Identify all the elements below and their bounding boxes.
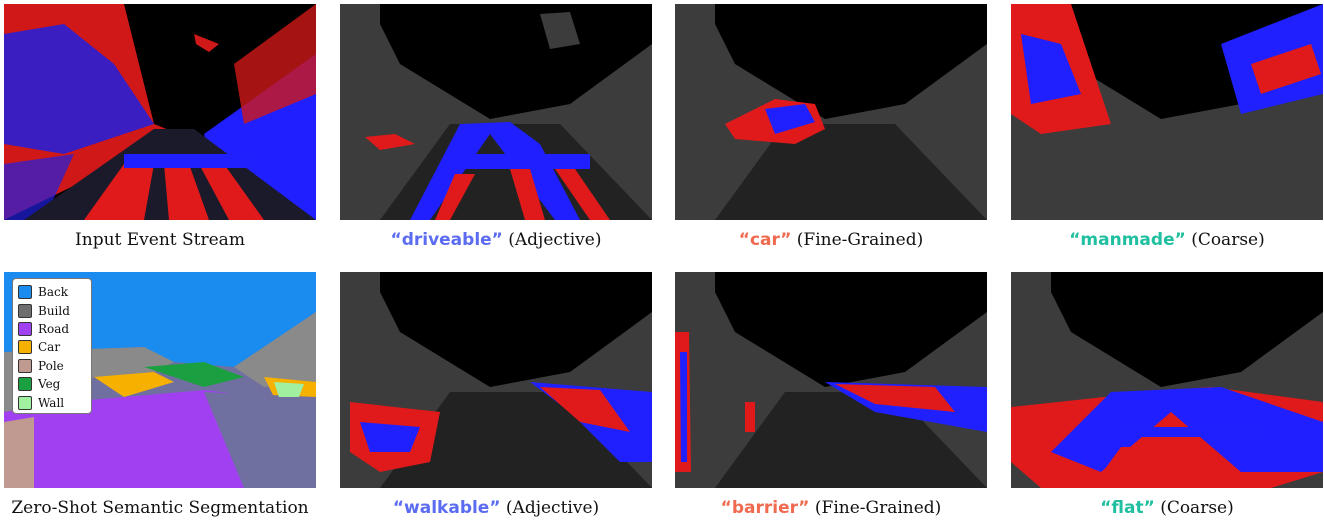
driveable-mask-visual [340,4,652,220]
query-flat-image [1011,272,1323,488]
legend-label-back: Back [38,285,68,300]
legend-label-build: Build [38,303,70,318]
legend-swatch-wall [18,395,32,410]
legend-label-car: Car [38,340,61,355]
caption-barrier: “barrier” (Fine-Grained) [671,498,991,518]
legend-item-pole: Pole [18,357,91,375]
event-stream-visual [4,4,316,220]
legend-item-veg: Veg [18,375,91,393]
legend-label-veg: Veg [38,377,61,392]
legend-item-build: Build [18,301,91,319]
legend-item-back: Back [18,283,91,301]
legend-swatch-build [18,303,32,318]
manmade-mask-visual [1011,4,1323,220]
query-type-barrier: (Fine-Grained) [814,498,942,518]
query-term-driveable: “driveable” [390,230,503,250]
legend-swatch-car [18,340,32,355]
legend-swatch-back [18,285,32,300]
zero-shot-segmentation-image: Back Build Road Car Pole Veg Wall [4,272,316,488]
query-car-image [675,4,987,220]
barrier-mask-visual [675,272,987,488]
query-term-car: “car” [738,230,792,250]
query-walkable-image [340,272,652,488]
legend-label-wall: Wall [38,395,65,410]
query-term-walkable: “walkable” [392,498,501,518]
query-term-barrier: “barrier” [720,498,810,518]
query-type-driveable: (Adjective) [508,230,602,250]
query-term-manmade: “manmade” [1069,230,1186,250]
legend-item-car: Car [18,338,91,356]
caption-car: “car” (Fine-Grained) [671,230,991,250]
legend-item-road: Road [18,320,91,338]
caption-segmentation: Zero-Shot Semantic Segmentation [11,498,309,518]
caption-manmade: “manmade” (Coarse) [1007,230,1324,250]
query-type-manmade: (Coarse) [1191,230,1265,250]
legend-label-pole: Pole [38,358,64,373]
input-event-stream-image [4,4,316,220]
caption-walkable: “walkable” (Adjective) [336,498,656,518]
segmentation-legend: Back Build Road Car Pole Veg Wall [12,278,92,414]
query-manmade-image [1011,4,1323,220]
query-barrier-image [675,272,987,488]
legend-swatch-veg [18,377,32,392]
caption-input: Input Event Stream [75,230,245,250]
legend-label-road: Road [38,321,70,336]
car-mask-visual [675,4,987,220]
query-type-walkable: (Adjective) [505,498,600,518]
query-type-car: (Fine-Grained) [796,230,924,250]
legend-swatch-road [18,321,32,336]
caption-flat: “flat” (Coarse) [1007,498,1324,518]
legend-item-wall: Wall [18,393,91,411]
query-driveable-image [340,4,652,220]
caption-driveable: “driveable” (Adjective) [336,230,656,250]
flat-mask-visual [1011,272,1323,488]
query-term-flat: “flat” [1100,498,1155,518]
query-type-flat: (Coarse) [1160,498,1234,518]
walkable-mask-visual [340,272,652,488]
legend-swatch-pole [18,358,32,373]
